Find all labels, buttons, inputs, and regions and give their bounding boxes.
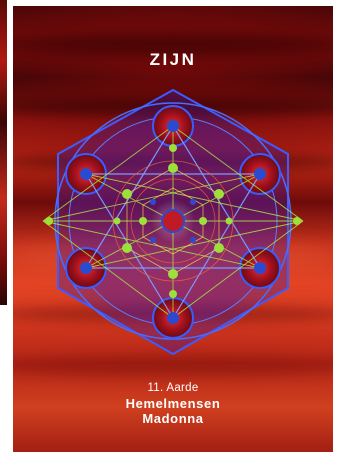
sea-streak bbox=[13, 356, 333, 376]
sky-streak bbox=[13, 34, 333, 56]
card-name-line-1: Hemelmensen bbox=[125, 396, 221, 411]
orange-rings bbox=[112, 160, 234, 282]
card-name-line-2: Madonna bbox=[142, 411, 204, 426]
center-orb bbox=[161, 209, 185, 233]
oracle-card[interactable]: ZIJN bbox=[13, 6, 333, 452]
card-name: Hemelmensen Madonna bbox=[13, 396, 333, 426]
card-title: ZIJN bbox=[149, 50, 197, 69]
green-nodes bbox=[45, 144, 301, 298]
blue-nodes bbox=[80, 120, 266, 324]
card-number-label: 11. Aarde bbox=[147, 382, 199, 394]
sacred-geometry-mandala-icon bbox=[42, 88, 304, 356]
adjacent-card-edge bbox=[0, 0, 7, 305]
